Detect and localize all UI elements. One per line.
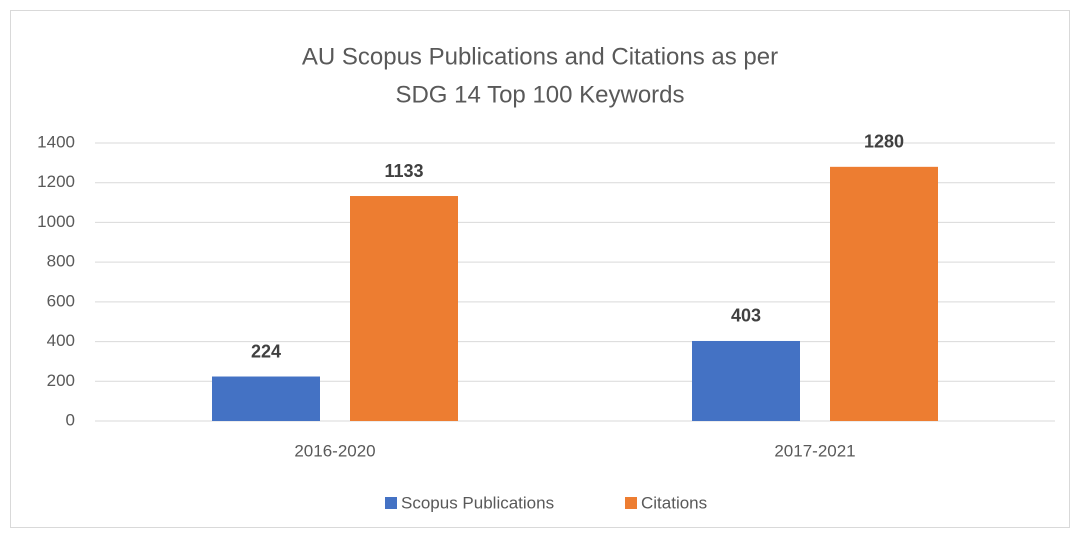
y-tick-label: 1400 xyxy=(37,132,75,151)
x-tick-label: 2017-2021 xyxy=(774,441,855,460)
y-tick-label: 800 xyxy=(47,252,75,271)
bar xyxy=(692,340,800,421)
bar xyxy=(830,166,938,421)
chart-title: AU Scopus Publications and Citations as … xyxy=(302,43,778,70)
legend-swatch xyxy=(385,497,397,509)
chart-title: SDG 14 Top 100 Keywords xyxy=(395,81,684,108)
legend-label: Citations xyxy=(641,493,707,512)
bar xyxy=(212,376,320,421)
y-tick-label: 200 xyxy=(47,371,75,390)
legend-swatch xyxy=(625,497,637,509)
x-tick-label: 2016-2020 xyxy=(294,441,375,460)
y-tick-label: 600 xyxy=(47,291,75,310)
data-label: 403 xyxy=(731,306,761,326)
legend-label: Scopus Publications xyxy=(401,493,554,512)
y-tick-label: 0 xyxy=(66,410,75,429)
y-tick-label: 1200 xyxy=(37,172,75,191)
data-label: 1133 xyxy=(384,161,423,181)
y-tick-label: 400 xyxy=(47,331,75,350)
data-label: 1280 xyxy=(864,132,904,152)
y-tick-label: 1000 xyxy=(37,212,75,231)
data-label: 224 xyxy=(251,341,281,361)
bar xyxy=(350,196,458,421)
